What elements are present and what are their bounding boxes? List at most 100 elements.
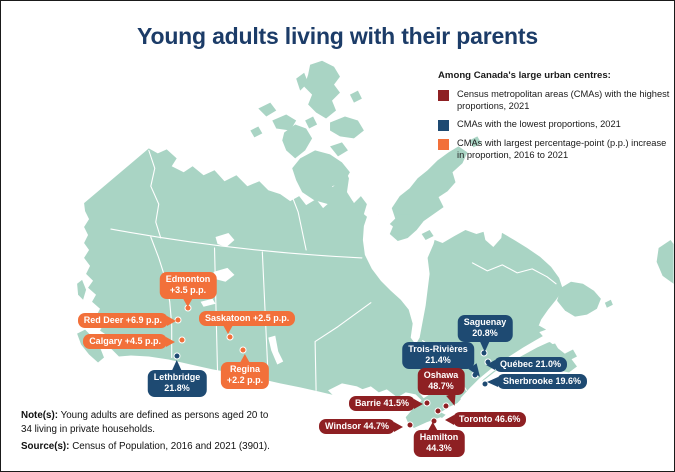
callout-sherbrooke: Sherbrooke 19.6%: [487, 374, 588, 390]
callout-value: 21.8%: [164, 383, 190, 394]
callout-value: +2.2 p.p.: [226, 375, 264, 386]
st-lawrence: [460, 310, 615, 404]
callout-label: Trois-Rivières: [408, 344, 468, 354]
pointer-icon: [183, 297, 193, 307]
newfoundland-islet: [604, 299, 613, 308]
note-label: Note(s):: [21, 410, 59, 421]
boundary-ab-sk: [213, 247, 219, 371]
callout-value: 48.7%: [428, 381, 454, 392]
king-william-island: [345, 201, 356, 212]
bylot-island: [469, 136, 482, 148]
callout-value: 46.6%: [494, 414, 521, 424]
legend-item-highest: Census metropolitan areas (CMAs) with th…: [438, 89, 670, 112]
lake-winnipeg: [268, 335, 284, 365]
cape-breton-island: [565, 349, 577, 361]
legend: Among Canada's large urban centres: Cens…: [438, 70, 670, 168]
callout-label: Sherbrooke: [503, 376, 554, 386]
callout-label: Saskatoon: [205, 313, 251, 323]
great-slave-lake: [213, 267, 235, 282]
hudson-bay: [362, 214, 438, 345]
axel-heiberg-island: [296, 72, 309, 91]
callout-edmonton: Edmonton +3.5 p.p.: [159, 272, 217, 307]
regina-dot: [239, 346, 247, 354]
callout-label: Windsor: [325, 421, 361, 431]
pointer-icon: [487, 376, 498, 387]
callout-label: Calgary: [89, 336, 123, 346]
toronto-dot: [434, 407, 442, 415]
legend-heading: Among Canada's large urban centres:: [438, 70, 611, 81]
source-text: Source(s): Census of Population, 2016 an…: [21, 440, 321, 454]
source-label: Source(s):: [21, 441, 70, 453]
callout-label: Regina: [229, 364, 261, 374]
callout-label: Oshawa: [423, 370, 459, 380]
ungava-bay: [481, 222, 504, 247]
prince-of-wales-island: [318, 156, 335, 171]
callout-value: 20.8%: [472, 328, 498, 339]
callout-label: Québec: [500, 359, 534, 369]
lethbridge-dot: [173, 352, 181, 360]
pointer-icon: [223, 325, 233, 335]
boundary-qc-nl: [471, 262, 557, 285]
anticosti-island: [525, 325, 547, 334]
callout-saguenay: Saguenay 20.8%: [457, 315, 513, 352]
barrie-dot: [423, 399, 431, 407]
lake-ontario: [440, 401, 467, 416]
callout-value: +3.5 p.p.: [169, 285, 207, 296]
southampton-island: [389, 214, 420, 233]
callout-label: Saguenay: [463, 317, 507, 327]
oshawa-dot: [442, 402, 450, 410]
banks-island: [282, 124, 313, 159]
callout-label: Red Deer: [83, 315, 124, 325]
callout-quebec: Québec 21.0%: [486, 357, 568, 373]
callout-label: Edmonton: [165, 274, 211, 284]
footnotes: Note(s): Young adults are defined as per…: [21, 409, 321, 455]
callout-trois-rivieres: Trois-Rivières 21.4%: [402, 342, 484, 380]
callout-label: Barrie: [354, 398, 381, 408]
pointer-icon: [239, 354, 250, 363]
callout-value: 44.3%: [426, 443, 452, 454]
note-body: Young adults are defined as persons aged…: [21, 410, 269, 436]
highest-swatch: [438, 90, 449, 101]
callout-value: 21.4%: [425, 355, 451, 366]
callout-regina: Regina +2.2 p.p.: [220, 354, 270, 389]
pointer-icon: [166, 336, 175, 347]
legend-item-label: Census metropolitan areas (CMAs) with th…: [457, 89, 670, 111]
pointer-icon: [394, 421, 403, 432]
trois-rivieres-dot: [471, 371, 479, 379]
somerset-island: [330, 142, 348, 157]
callout-barrie: Barrie 41.5%: [348, 396, 423, 412]
callout-value: 19.6%: [555, 376, 582, 386]
callout-value: +6.9 p.p.: [125, 315, 162, 325]
melville-island: [272, 114, 297, 131]
source-body: Census of Population, 2016 and 2021 (390…: [72, 441, 270, 453]
saskatoon-dot: [226, 333, 234, 341]
legend-item-lowest: CMAs with the lowest proportions, 2021: [438, 119, 670, 132]
lowest-swatch: [438, 120, 449, 132]
windsor-dot: [406, 421, 414, 429]
boundary-nwt-nu: [282, 172, 307, 251]
callout-saskatoon: Saskatoon +2.5 p.p.: [199, 311, 296, 335]
callout-value: 44.7%: [363, 421, 389, 431]
callout-label: Lethbridge: [153, 372, 201, 382]
calgary-dot: [178, 336, 186, 344]
callout-toronto: Toronto 46.6%: [445, 412, 527, 428]
haida-gwaii: [77, 279, 87, 300]
callout-oshawa: Oshawa 48.7%: [417, 368, 465, 407]
bathurst-island: [305, 116, 318, 129]
pointer-icon: [427, 422, 438, 431]
ellesmere-island: [304, 60, 340, 119]
callout-value: +4.5 p.p.: [124, 336, 161, 346]
legend-item-label: CMAs with the lowest proportions, 2021: [457, 119, 621, 130]
callout-value: 41.5%: [383, 398, 409, 408]
greenland-edge: [656, 239, 674, 284]
increase-swatch: [438, 139, 449, 151]
pointer-icon: [446, 392, 460, 407]
callout-label: Toronto: [459, 414, 493, 424]
small-arctic-island-1: [250, 126, 263, 138]
note-text: Note(s): Young adults are defined as per…: [21, 409, 271, 437]
great-bear-lake: [215, 233, 235, 247]
callout-calgary: Calgary +4.5 p.p.: [83, 334, 175, 350]
prince-patrick-island: [258, 102, 277, 117]
lake-athabasca: [200, 298, 216, 307]
callout-hamilton: Hamilton 44.3%: [413, 422, 465, 457]
